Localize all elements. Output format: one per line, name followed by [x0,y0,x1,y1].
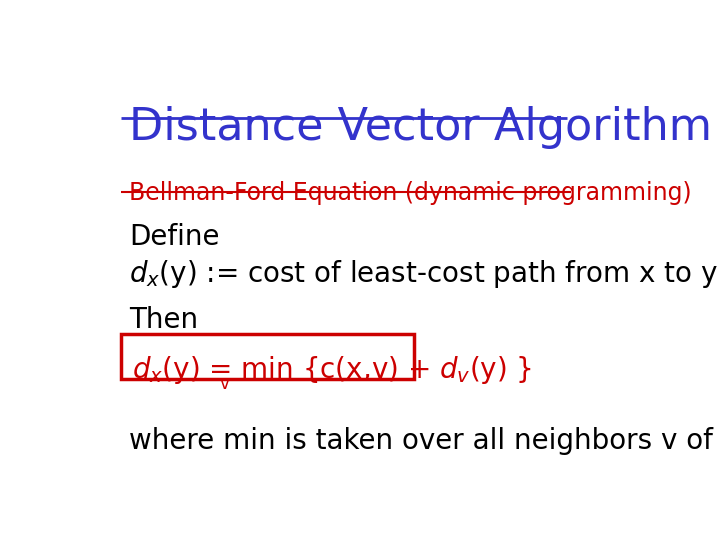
Text: v: v [220,375,230,393]
Text: where min is taken over all neighbors v of x: where min is taken over all neighbors v … [129,427,720,455]
Text: $d_x$(y) = min {c(x,v) + $d_v$(y) }: $d_x$(y) = min {c(x,v) + $d_v$(y) } [132,354,532,386]
Text: Then: Then [129,306,198,334]
Text: Distance Vector Algorithm: Distance Vector Algorithm [129,106,712,150]
Text: Define: Define [129,223,220,251]
FancyBboxPatch shape [121,334,414,379]
Text: $d_x$(y) := cost of least-cost path from x to y: $d_x$(y) := cost of least-cost path from… [129,258,719,290]
Text: Bellman-Ford Equation (dynamic programming): Bellman-Ford Equation (dynamic programmi… [129,181,692,205]
